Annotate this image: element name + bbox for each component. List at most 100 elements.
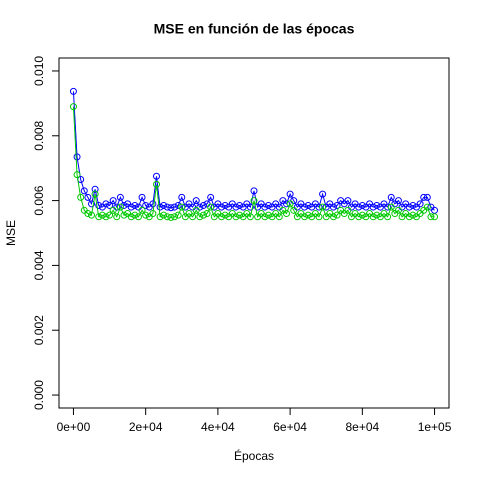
data-point (423, 203, 431, 211)
x-axis-label: Épocas (234, 448, 274, 463)
data-point (250, 187, 258, 195)
y-tick-label: 0.006 (32, 185, 46, 215)
data-point (80, 187, 88, 195)
data-point (218, 213, 225, 221)
data-point (142, 201, 150, 209)
data-point (84, 193, 92, 201)
data-point (207, 203, 215, 211)
data-point (88, 200, 95, 208)
y-tick-label: 0.002 (32, 315, 46, 345)
chart-title: MSE en función de las épocas (154, 21, 355, 37)
x-tick-label: 2e+04 (129, 420, 163, 434)
data-point (120, 201, 128, 209)
data-point (373, 211, 381, 219)
data-point (301, 203, 309, 211)
data-point (416, 200, 424, 208)
data-point (167, 213, 175, 221)
data-point (116, 193, 124, 201)
data-point (304, 201, 312, 209)
data-point (329, 213, 337, 221)
data-point (189, 213, 197, 221)
data-point (163, 213, 171, 221)
data-point (95, 201, 103, 209)
data-point (88, 211, 95, 219)
data-point (286, 190, 294, 198)
y-tick-label: 0.004 (32, 250, 46, 280)
data-point (69, 87, 77, 95)
data-point (301, 213, 309, 221)
data-point (232, 213, 240, 221)
data-point (199, 201, 207, 209)
data-point (203, 210, 211, 218)
data-point (264, 201, 272, 209)
data-point (207, 193, 215, 201)
data-point (236, 201, 244, 209)
data-point (232, 203, 240, 211)
data-point (134, 213, 142, 221)
data-point (95, 213, 103, 221)
data-point (116, 203, 124, 211)
data-point (315, 213, 323, 221)
data-point (261, 203, 269, 211)
y-axis-label: MSE (4, 220, 18, 246)
plot-frame (58, 57, 450, 409)
data-point (120, 211, 128, 219)
data-point (156, 213, 164, 221)
data-point (160, 201, 168, 209)
data-point (178, 203, 186, 211)
data-point (283, 200, 290, 208)
data-point (246, 213, 254, 221)
data-point (178, 193, 186, 201)
data-point (109, 197, 117, 205)
data-point (102, 213, 110, 221)
data-point (171, 203, 179, 211)
data-point (319, 203, 327, 211)
data-point (192, 206, 200, 214)
data-point (160, 211, 168, 219)
data-point (405, 203, 413, 211)
data-point (218, 203, 225, 211)
data-point (387, 203, 395, 211)
data-point (167, 204, 175, 212)
data-point (264, 211, 272, 219)
data-point (142, 211, 150, 219)
data-point (102, 200, 110, 208)
data-point (344, 206, 352, 214)
data-point (138, 193, 146, 201)
data-point (163, 203, 171, 211)
data-point (319, 190, 327, 198)
y-tick-label: 0.010 (32, 56, 46, 86)
data-point (221, 201, 229, 209)
data-point (106, 201, 114, 209)
data-point (315, 203, 323, 211)
x-tick-label: 4e+04 (201, 420, 235, 434)
data-point (174, 211, 182, 219)
data-point (304, 211, 312, 219)
data-point (84, 210, 92, 218)
data-point (246, 203, 254, 211)
data-point (250, 197, 258, 205)
data-point (394, 206, 402, 214)
data-point (344, 197, 352, 205)
data-point (153, 180, 160, 188)
data-point (113, 213, 121, 221)
data-point (196, 213, 204, 221)
data-point (275, 213, 283, 221)
data-point (329, 203, 337, 211)
data-point (373, 201, 381, 209)
y-tick-label: 0.000 (32, 380, 46, 410)
data-point (355, 213, 363, 221)
series-line (72, 91, 435, 211)
x-tick-label: 0e+00 (57, 420, 91, 434)
data-point (387, 193, 395, 201)
data-point (427, 213, 435, 221)
data-point (127, 213, 135, 221)
data-point (77, 193, 85, 201)
data-point (91, 190, 99, 198)
data-point (409, 211, 417, 219)
data-point (153, 172, 160, 180)
x-tick-label: 1e+05 (418, 420, 452, 434)
data-point (358, 211, 366, 219)
data-point (369, 213, 377, 221)
data-point (290, 206, 298, 214)
